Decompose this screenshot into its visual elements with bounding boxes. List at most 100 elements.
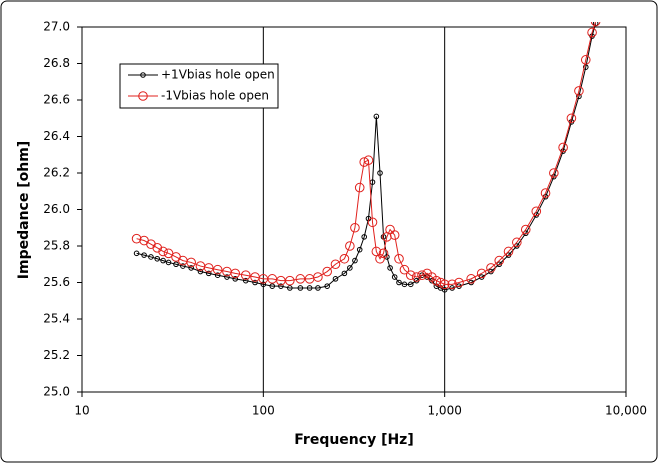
data-point <box>141 252 147 258</box>
legend-box <box>119 63 279 109</box>
data-point <box>387 265 393 271</box>
y-tick-label: 26.6 <box>43 93 70 107</box>
data-point <box>269 283 276 289</box>
data-point <box>394 253 404 264</box>
data-point <box>306 285 313 291</box>
data-point <box>131 233 142 244</box>
data-point <box>285 275 295 286</box>
data-point <box>230 268 241 279</box>
data-point <box>297 285 304 291</box>
data-point <box>377 170 383 176</box>
data-point <box>350 222 360 233</box>
y-tick-label: 27.0 <box>43 20 70 34</box>
data-point <box>389 230 400 240</box>
data-point <box>173 261 179 268</box>
y-tick-label: 25.0 <box>43 385 70 399</box>
data-point <box>354 182 365 193</box>
legend-text: +1Vbias hole open <box>161 68 275 82</box>
data-point <box>439 279 450 290</box>
data-point <box>378 248 389 259</box>
data-point <box>399 264 410 275</box>
y-tick-label: 25.4 <box>43 312 70 326</box>
data-point <box>582 64 589 70</box>
data-point <box>148 254 154 260</box>
data-point <box>352 257 358 264</box>
data-point <box>391 274 398 280</box>
data-point <box>590 22 601 27</box>
data-point <box>363 155 374 166</box>
data-point <box>549 168 559 178</box>
x-axis-title: Frequency [Hz] <box>294 432 413 448</box>
data-point <box>375 253 385 264</box>
y-tick-label: 26.2 <box>43 166 70 180</box>
data-point <box>396 279 402 286</box>
data-point <box>486 263 496 273</box>
data-point <box>180 263 186 269</box>
data-point <box>441 287 448 293</box>
data-point <box>154 255 161 262</box>
data-point <box>574 86 584 96</box>
data-point <box>324 283 330 289</box>
data-point <box>558 142 568 153</box>
data-point <box>160 257 166 264</box>
legend-marker <box>140 72 146 78</box>
y-tick-label: 25.6 <box>43 275 70 289</box>
data-point <box>447 279 457 290</box>
series-layer <box>131 22 601 293</box>
y-tick-label: 25.2 <box>43 348 70 362</box>
data-point <box>347 265 353 271</box>
data-point <box>476 268 487 279</box>
data-point <box>411 272 422 282</box>
data-point <box>315 285 321 291</box>
data-point <box>339 253 350 264</box>
data-point <box>566 113 577 124</box>
data-point <box>205 270 212 277</box>
data-point <box>345 241 355 251</box>
data-point <box>224 274 230 280</box>
data-point <box>531 206 542 217</box>
y-tick-label: 26.4 <box>43 129 70 143</box>
data-point <box>165 259 172 266</box>
data-point <box>384 254 390 260</box>
data-point <box>287 285 293 291</box>
data-point <box>401 281 408 288</box>
x-tick-label: 10,000 <box>605 404 647 418</box>
data-point <box>512 237 522 248</box>
data-point <box>405 270 416 281</box>
data-point <box>356 246 363 253</box>
data-point <box>203 263 214 273</box>
data-point <box>373 113 380 120</box>
data-point <box>188 265 194 271</box>
data-point <box>278 283 284 289</box>
data-point <box>494 255 505 266</box>
data-point <box>212 264 223 275</box>
data-point <box>367 217 378 228</box>
data-point <box>163 248 174 259</box>
data-point <box>587 27 597 38</box>
x-tick-label: 10 <box>74 404 89 418</box>
data-point <box>417 270 427 281</box>
data-point <box>361 234 368 240</box>
data-point <box>240 270 251 281</box>
data-point <box>330 259 341 270</box>
data-point <box>242 277 249 284</box>
data-point <box>466 274 476 284</box>
data-point <box>322 266 332 277</box>
data-point <box>313 272 323 282</box>
data-point <box>260 281 267 288</box>
y-tick-label: 25.8 <box>43 239 70 253</box>
data-point <box>341 270 348 277</box>
data-point <box>186 257 196 268</box>
data-point <box>576 93 582 100</box>
data-point <box>454 277 464 288</box>
data-point <box>407 281 414 288</box>
data-point <box>133 250 140 257</box>
data-point <box>332 276 339 282</box>
data-point <box>252 279 258 286</box>
y-axis-title: Impedance [ohm] <box>16 141 32 279</box>
data-point <box>503 246 514 257</box>
data-point <box>419 272 425 279</box>
data-point <box>232 276 239 282</box>
data-point <box>197 268 204 275</box>
